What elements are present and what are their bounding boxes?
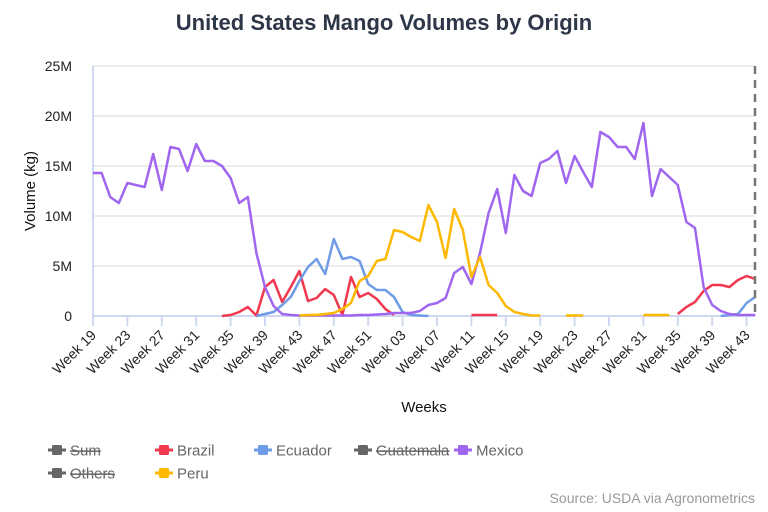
source-note: Source: USDA via Agronometrics xyxy=(550,490,755,506)
legend-marker-icon xyxy=(258,445,268,455)
legend: Sum Brazil Ecuador Guatemala Mexico Others Per… xyxy=(48,443,524,483)
series-lines xyxy=(93,121,756,318)
legend-item-ecuador[interactable]: Ecuador xyxy=(254,443,332,460)
legend-item-mexico[interactable]: Mexico xyxy=(454,443,524,460)
chart-title: United States Mango Volumes by Origin xyxy=(176,10,592,35)
legend-item-guatemala[interactable]: Guatemala xyxy=(354,443,450,460)
legend-marker-icon xyxy=(159,445,169,455)
legend-item-sum[interactable]: Sum xyxy=(48,443,101,460)
y-axis-ticks: 0 5M 10M 15M 20M 25M xyxy=(45,58,72,324)
series-line-brazil xyxy=(221,269,756,318)
y-tick-label: 15M xyxy=(45,158,72,174)
y-axis-label: Volume (kg) xyxy=(22,151,39,231)
legend-item-others[interactable]: Others xyxy=(48,466,115,483)
legend-marker-icon xyxy=(52,445,62,455)
y-tick-label: 25M xyxy=(45,58,72,74)
legend-label: Others xyxy=(70,466,115,483)
legend-marker-icon xyxy=(358,445,368,455)
legend-item-peru[interactable]: Peru xyxy=(155,466,209,483)
legend-label: Sum xyxy=(70,443,101,460)
legend-label: Guatemala xyxy=(376,443,450,460)
legend-item-brazil[interactable]: Brazil xyxy=(155,443,215,460)
legend-marker-icon xyxy=(159,468,169,478)
legend-label: Brazil xyxy=(177,443,215,460)
legend-marker-icon xyxy=(458,445,468,455)
legend-label: Ecuador xyxy=(276,443,332,460)
y-tick-label: 5M xyxy=(53,258,72,274)
y-tick-label: 0 xyxy=(64,308,72,324)
legend-marker-icon xyxy=(52,468,62,478)
grid xyxy=(92,65,755,326)
y-tick-label: 10M xyxy=(45,208,72,224)
x-axis-label: Weeks xyxy=(401,399,447,416)
series-line-mexico xyxy=(93,121,756,317)
y-tick-label: 20M xyxy=(45,108,72,124)
legend-label: Mexico xyxy=(476,443,524,460)
legend-label: Peru xyxy=(177,466,209,483)
